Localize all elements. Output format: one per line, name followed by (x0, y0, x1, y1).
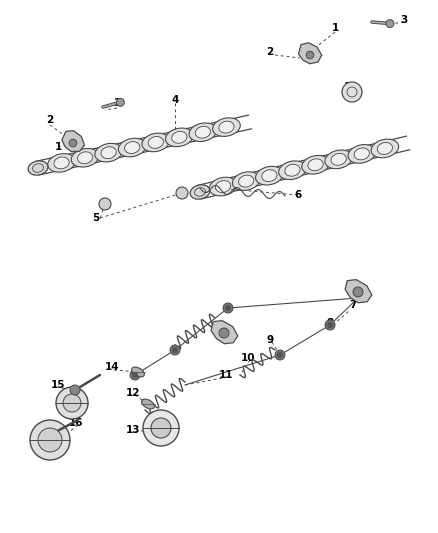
Ellipse shape (233, 172, 260, 190)
Circle shape (70, 385, 80, 395)
Polygon shape (211, 321, 238, 344)
Polygon shape (345, 280, 372, 303)
Text: 16: 16 (69, 418, 83, 428)
Circle shape (99, 198, 111, 210)
Circle shape (306, 51, 314, 59)
Ellipse shape (142, 133, 170, 152)
Ellipse shape (354, 148, 369, 160)
Ellipse shape (54, 157, 69, 169)
Text: 3: 3 (113, 98, 120, 108)
Circle shape (219, 328, 229, 338)
Circle shape (278, 352, 283, 358)
Text: 15: 15 (51, 380, 65, 390)
Circle shape (30, 420, 70, 460)
Ellipse shape (302, 156, 329, 174)
Ellipse shape (212, 118, 240, 136)
Ellipse shape (279, 161, 306, 180)
Text: 10: 10 (241, 353, 255, 363)
Circle shape (38, 428, 62, 452)
Circle shape (133, 373, 138, 377)
Ellipse shape (219, 121, 234, 133)
Ellipse shape (215, 181, 231, 192)
Circle shape (117, 99, 124, 107)
Circle shape (151, 418, 171, 438)
Text: 12: 12 (126, 388, 140, 398)
Ellipse shape (131, 367, 145, 377)
Ellipse shape (348, 144, 375, 163)
Ellipse shape (28, 161, 48, 175)
Circle shape (325, 320, 335, 330)
Circle shape (386, 20, 394, 28)
Circle shape (69, 139, 77, 147)
Ellipse shape (239, 175, 254, 187)
Ellipse shape (209, 177, 237, 196)
Ellipse shape (189, 123, 217, 141)
Text: 2: 2 (266, 47, 274, 57)
Polygon shape (298, 43, 322, 64)
Text: 1: 1 (343, 82, 351, 92)
Circle shape (226, 305, 230, 311)
Circle shape (328, 322, 332, 327)
Text: 11: 11 (219, 370, 233, 380)
Ellipse shape (141, 399, 154, 409)
Text: 5: 5 (92, 213, 99, 223)
Circle shape (130, 370, 140, 380)
Ellipse shape (124, 142, 140, 154)
Ellipse shape (331, 154, 346, 165)
Text: 1: 1 (54, 142, 62, 152)
Ellipse shape (148, 136, 163, 148)
Circle shape (275, 350, 285, 360)
Text: 2: 2 (46, 115, 53, 125)
Ellipse shape (308, 159, 323, 171)
Text: 13: 13 (126, 425, 140, 435)
Ellipse shape (172, 132, 187, 143)
Ellipse shape (255, 166, 283, 185)
Circle shape (176, 187, 188, 199)
Ellipse shape (166, 128, 193, 147)
Ellipse shape (195, 126, 211, 138)
Ellipse shape (377, 142, 392, 155)
Circle shape (170, 345, 180, 355)
Circle shape (143, 410, 179, 446)
Text: 14: 14 (105, 362, 119, 372)
Text: 8: 8 (326, 318, 334, 328)
Text: 3: 3 (400, 15, 408, 25)
Ellipse shape (101, 147, 117, 159)
Ellipse shape (71, 149, 99, 167)
Ellipse shape (118, 138, 146, 157)
Circle shape (342, 82, 362, 102)
Ellipse shape (371, 139, 399, 158)
Circle shape (56, 387, 88, 419)
Ellipse shape (325, 150, 353, 168)
Ellipse shape (285, 164, 300, 176)
Ellipse shape (95, 143, 123, 162)
Text: 6: 6 (294, 190, 302, 200)
Circle shape (63, 394, 81, 412)
Ellipse shape (190, 185, 210, 199)
Circle shape (173, 348, 177, 352)
Text: 7: 7 (350, 300, 357, 310)
Polygon shape (62, 131, 85, 151)
Text: 4: 4 (171, 95, 179, 105)
Circle shape (223, 303, 233, 313)
Ellipse shape (262, 169, 277, 182)
Text: 9: 9 (266, 335, 274, 345)
Ellipse shape (48, 154, 75, 172)
Ellipse shape (78, 152, 93, 164)
Text: 1: 1 (332, 23, 339, 33)
Circle shape (353, 287, 363, 297)
